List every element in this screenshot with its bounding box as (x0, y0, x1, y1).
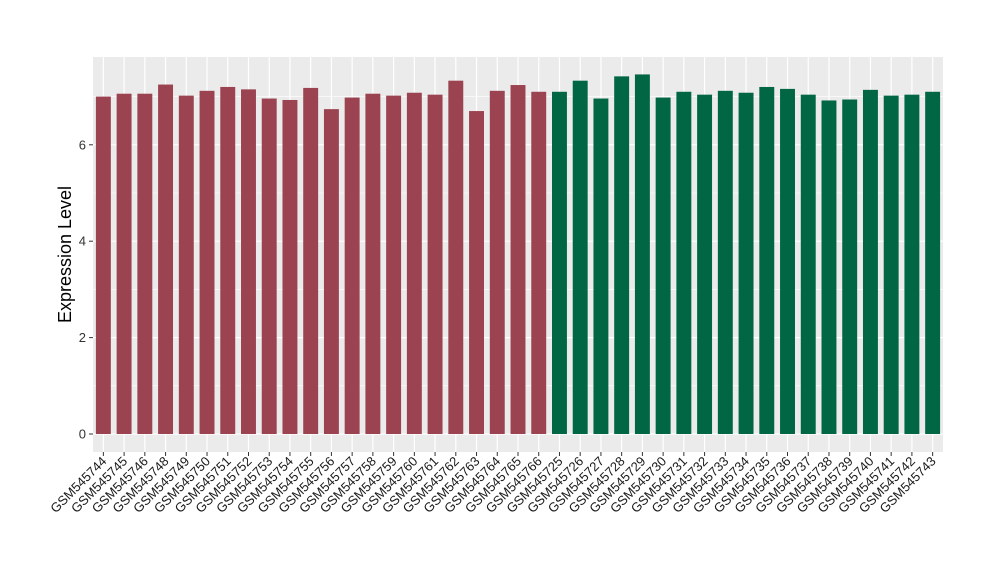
bar-GSM545761 (427, 94, 443, 435)
bar-GSM545752 (241, 89, 256, 435)
bars (95, 74, 941, 435)
bar-GSM545744 (95, 96, 111, 434)
y-axis-title: Expression Level (55, 186, 75, 323)
bar-GSM545736 (780, 88, 795, 434)
bar-GSM545749 (178, 95, 194, 434)
y-tick-label: 4 (79, 234, 86, 249)
y-axis: 0 2 4 6 (79, 137, 93, 442)
bar-GSM545743 (925, 91, 941, 434)
bar-GSM545730 (655, 97, 671, 434)
bar-GSM545763 (469, 111, 484, 434)
bar-GSM545740 (862, 89, 878, 434)
bar-GSM545725 (552, 91, 567, 434)
bar-GSM545734 (738, 92, 754, 435)
bar-GSM545766 (531, 91, 547, 434)
bar-GSM545756 (323, 109, 339, 434)
bar-GSM545757 (344, 97, 360, 434)
bar-GSM545731 (676, 91, 692, 434)
bar-GSM545746 (137, 93, 153, 435)
bar-GSM545739 (842, 99, 858, 435)
bar-GSM545728 (614, 76, 630, 435)
y-tick-label: 0 (79, 427, 86, 442)
bar-GSM545764 (489, 90, 505, 434)
bar-GSM545753 (261, 98, 277, 434)
bar-GSM545729 (634, 74, 650, 435)
y-tick-label: 6 (79, 137, 86, 152)
bar-GSM545750 (199, 90, 215, 434)
bar-GSM545741 (883, 95, 899, 434)
bar-GSM545765 (510, 85, 526, 434)
bar-GSM545759 (386, 95, 402, 434)
bar-GSM545745 (116, 93, 132, 435)
bar-GSM545754 (282, 99, 298, 434)
bar-GSM545751 (220, 86, 236, 435)
bar-GSM545762 (448, 80, 464, 434)
bar-GSM545732 (697, 94, 713, 435)
bar-GSM545755 (303, 87, 319, 435)
bar-GSM545742 (904, 94, 920, 435)
bar-GSM545735 (759, 86, 775, 435)
x-axis: GSM545744GSM545745GSM545746GSM545748GSM5… (47, 452, 939, 516)
bar-GSM545748 (158, 84, 174, 435)
bar-GSM545758 (365, 93, 381, 435)
bar-GSM545737 (800, 94, 816, 435)
bar-GSM545738 (821, 100, 837, 435)
bar-GSM545760 (406, 92, 422, 435)
y-tick-label: 2 (79, 330, 86, 345)
bar-GSM545727 (593, 98, 609, 434)
bar-GSM545733 (717, 90, 733, 434)
bar-GSM545726 (572, 80, 588, 434)
